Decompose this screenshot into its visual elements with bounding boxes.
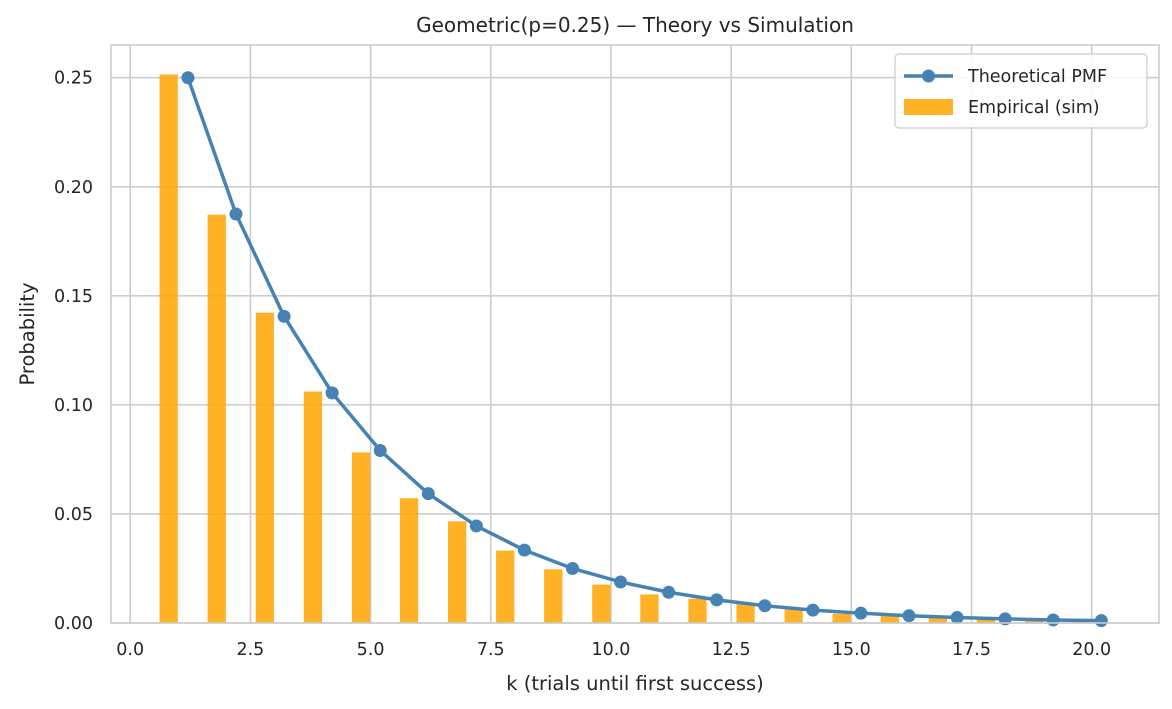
theoretical-point: [902, 609, 916, 623]
empirical-bar: [399, 498, 419, 623]
theoretical-point: [517, 543, 531, 557]
empirical-bar: [351, 452, 371, 623]
y-tick-label: 0.00: [54, 614, 93, 634]
x-tick-label: 17.5: [952, 640, 991, 660]
plot-frame: [110, 44, 1160, 624]
theoretical-pmf-line: [186, 77, 1102, 623]
x-tick-label: 0.0: [116, 640, 144, 660]
y-tick-label: 0.20: [54, 178, 93, 198]
empirical-bars: [159, 74, 1092, 623]
x-tick-label: 20.0: [1072, 640, 1111, 660]
x-tick-label: 10.0: [591, 640, 630, 660]
empirical-bar: [784, 609, 803, 623]
empirical-bar: [976, 618, 996, 623]
theoretical-point: [950, 611, 964, 625]
plot-area-background: [111, 45, 1159, 623]
theoretical-point: [373, 443, 387, 457]
empirical-bar: [207, 214, 226, 623]
x-tick-label: 15.0: [832, 640, 871, 660]
legend-frame: [894, 53, 1148, 129]
theoretical-point: [181, 71, 195, 85]
empirical-bar: [447, 521, 467, 623]
theoretical-point: [710, 593, 724, 607]
y-tick-label: 0.15: [54, 287, 93, 307]
legend-marker-swatch: [922, 69, 935, 83]
y-tick-label: 0.10: [54, 396, 93, 416]
y-tick-label: 0.05: [54, 505, 93, 525]
theoretical-point: [1046, 613, 1060, 627]
theoretical-line: [181, 71, 1108, 628]
theoretical-point: [854, 606, 868, 620]
y-tick-labels: 0.00 0.05 0.10 0.15 0.20 0.25: [54, 69, 93, 634]
empirical-bar: [880, 615, 899, 623]
theoretical-point: [614, 575, 628, 589]
x-axis-title: k (trials until first success): [506, 672, 764, 695]
empirical-bar: [544, 569, 563, 623]
empirical-bar: [592, 584, 611, 623]
empirical-bar: [640, 594, 659, 623]
y-tick-label: 0.25: [54, 69, 93, 89]
theoretical-point: [421, 487, 435, 501]
theoretical-point: [758, 599, 772, 613]
theoretical-point: [325, 386, 339, 400]
theoretical-point: [277, 309, 291, 323]
empirical-bar: [159, 74, 178, 623]
theoretical-point: [662, 585, 676, 599]
theoretical-point: [229, 207, 243, 221]
y-axis-title: Probability: [16, 282, 39, 385]
empirical-bar: [736, 604, 755, 623]
legend-label-theoretical: Theoretical PMF: [967, 67, 1107, 87]
empirical-bar: [496, 550, 515, 623]
theoretical-point: [806, 603, 820, 617]
empirical-bar: [688, 598, 707, 623]
theoretical-point: [998, 612, 1012, 626]
theoretical-point: [566, 561, 580, 575]
chart-title: Geometric(p=0.25) — Theory vs Simulation: [416, 13, 854, 37]
empirical-bar: [928, 617, 947, 623]
x-tick-label: 2.5: [236, 640, 264, 660]
x-tick-label: 7.5: [477, 640, 505, 660]
empirical-bar: [255, 312, 274, 623]
empirical-bar: [832, 613, 851, 623]
x-tick-labels: 0.0 2.5 5.0 7.5 10.0 12.5 15.0 17.5 20.0: [116, 640, 1111, 660]
theoretical-point: [469, 519, 483, 533]
legend: Theoretical PMF Empirical (sim): [894, 53, 1148, 129]
empirical-bar: [1024, 620, 1044, 623]
x-tick-label: 5.0: [357, 640, 385, 660]
theoretical-point: [1094, 614, 1108, 628]
legend-label-empirical: Empirical (sim): [968, 98, 1100, 118]
x-tick-label: 12.5: [712, 640, 751, 660]
empirical-bar: [303, 391, 323, 623]
legend-bar-swatch: [904, 99, 953, 115]
